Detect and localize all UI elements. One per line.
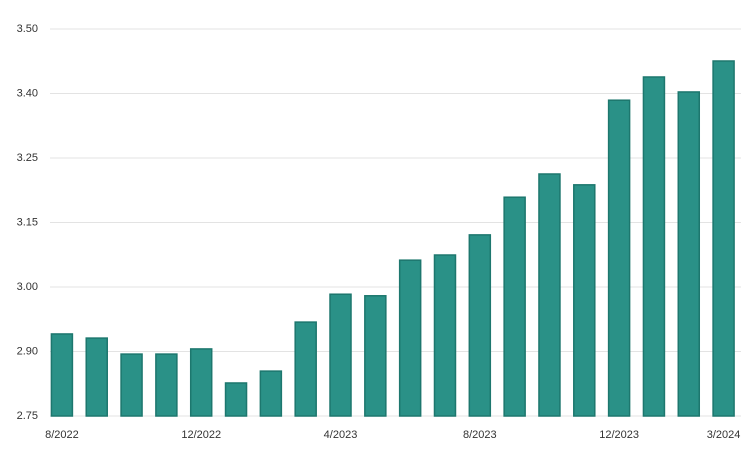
y-tick-label: 3.25	[17, 152, 38, 164]
x-tick-label: 12/2023	[599, 429, 639, 441]
bar	[677, 91, 701, 417]
y-tick-label: 2.75	[17, 410, 38, 422]
bar	[573, 184, 596, 417]
x-tick-label: 4/2023	[324, 429, 358, 441]
y-tick-label: 3.15	[17, 216, 38, 228]
bar	[329, 293, 352, 417]
y-tick-label: 3.40	[17, 87, 38, 99]
bar	[433, 254, 457, 417]
bar	[642, 76, 666, 417]
x-tick-label: 12/2022	[181, 429, 221, 441]
x-tick-label: 3/2024	[707, 429, 741, 441]
bar	[189, 348, 213, 417]
bar	[468, 234, 492, 417]
x-tick-label: 8/2022	[45, 429, 79, 441]
bar	[538, 173, 561, 417]
y-tick-label: 3.00	[17, 281, 38, 293]
bar	[85, 337, 108, 417]
bar	[294, 321, 317, 417]
x-tick-label: 8/2023	[463, 429, 497, 441]
bar	[224, 382, 248, 417]
bar	[607, 99, 631, 417]
bar	[503, 196, 526, 417]
bar	[712, 60, 735, 417]
bar	[259, 370, 283, 417]
y-tick-label: 3.50	[17, 23, 38, 35]
bar	[155, 353, 178, 417]
bar	[120, 353, 143, 417]
bar	[50, 333, 74, 417]
bar	[364, 295, 387, 417]
y-tick-label: 2.90	[17, 345, 38, 357]
bar	[398, 259, 422, 417]
